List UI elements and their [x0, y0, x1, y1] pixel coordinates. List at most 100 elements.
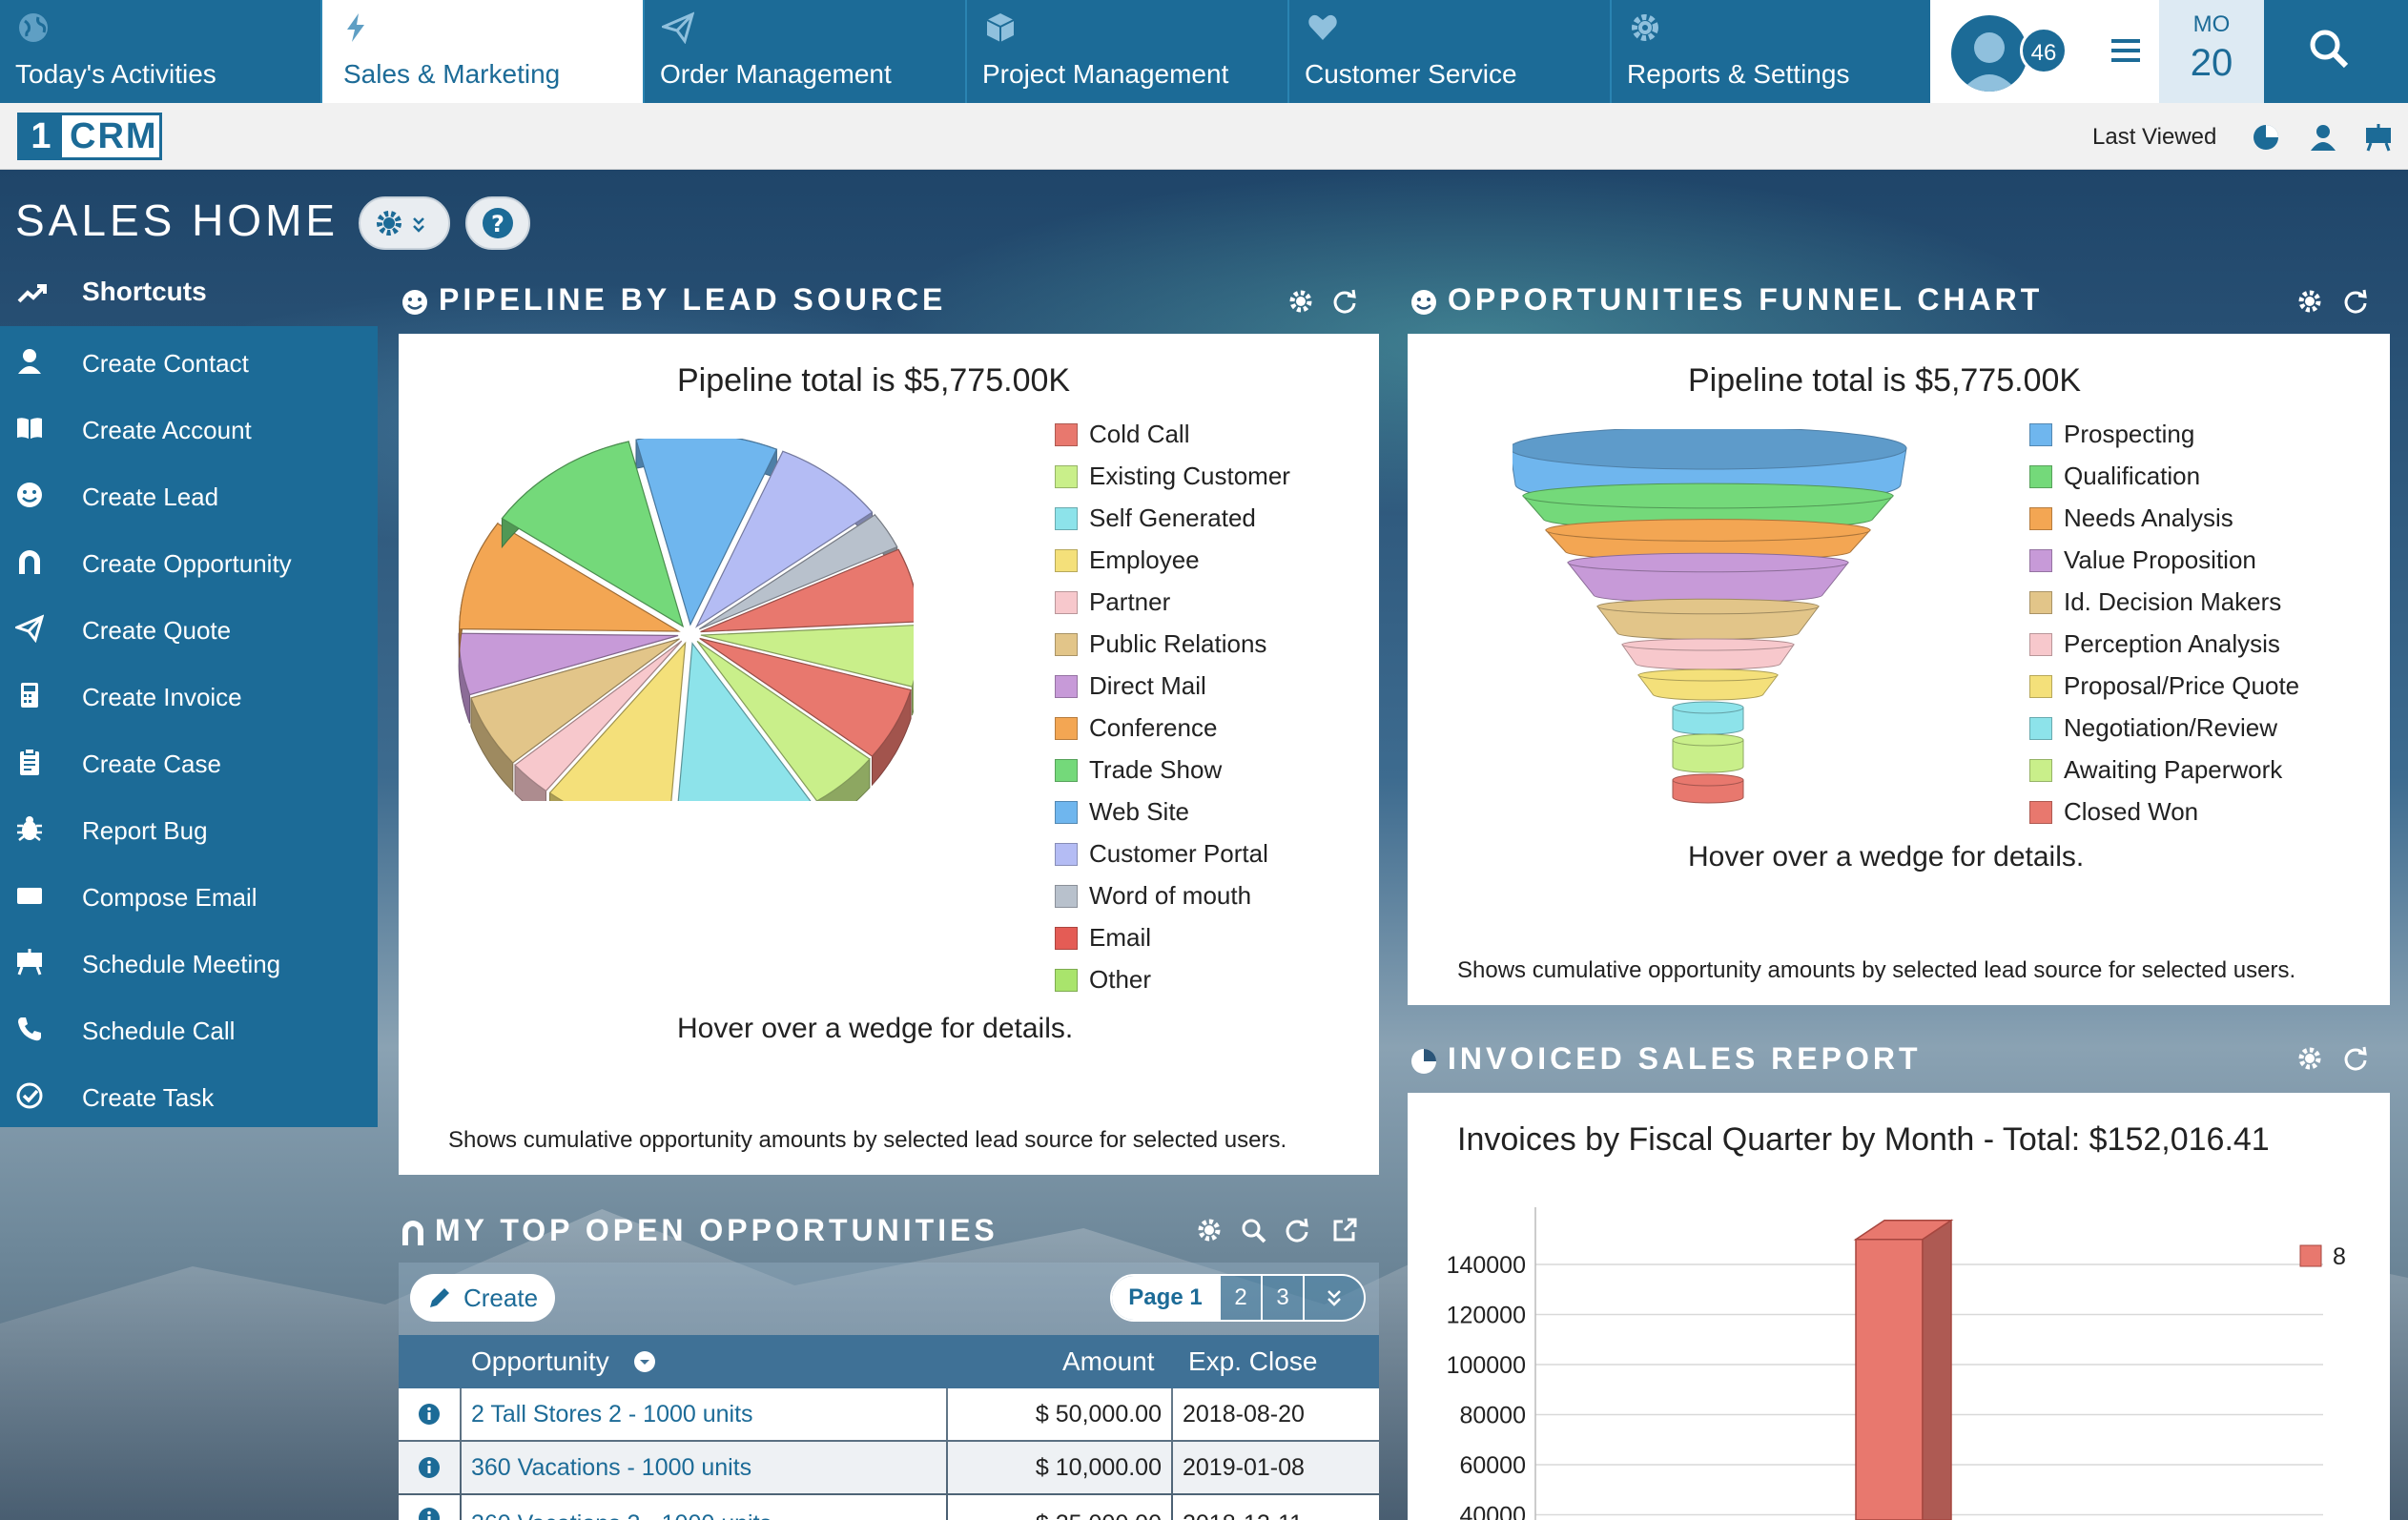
pie-slice[interactable] — [470, 638, 680, 793]
legend-label: Partner — [1089, 587, 1171, 616]
shortcut-schedule-call[interactable]: Schedule Call — [0, 997, 378, 1064]
pie-slice[interactable] — [514, 640, 683, 801]
page-1-button[interactable]: Page 1 — [1112, 1276, 1219, 1320]
invoiced-bar-chart[interactable]: 140000 120000 100000 80000 60000 40000 8 — [1408, 1093, 2390, 1520]
gear-icon[interactable] — [2296, 1045, 2323, 1072]
shortcut-label: Compose Email — [82, 883, 257, 912]
funnel-segment[interactable] — [1621, 638, 1795, 670]
table-row[interactable]: 360 Vacations 2 - 1000 units $ 25,000.00… — [399, 1495, 1379, 1520]
invoiced-dashlet-title[interactable]: INVOICED SALES REPORT — [1410, 1041, 1922, 1077]
tab-sales-marketing[interactable]: Sales & Marketing — [322, 0, 645, 103]
shortcut-create-task[interactable]: Create Task — [0, 1064, 378, 1131]
pie-slice[interactable] — [675, 642, 812, 801]
funnel-segment[interactable] — [1544, 519, 1872, 562]
search-button[interactable] — [2264, 0, 2408, 103]
info-icon[interactable] — [418, 1507, 441, 1520]
info-icon[interactable] — [418, 1403, 441, 1426]
tab-reports-settings[interactable]: Reports & Settings — [1612, 0, 1934, 103]
user-menu[interactable]: 46 — [1930, 0, 2092, 103]
y-tick-label: 60000 — [1459, 1452, 1526, 1479]
table-row[interactable]: 360 Vacations - 1000 units $ 10,000.00 2… — [399, 1442, 1379, 1495]
pie-slice[interactable] — [699, 637, 912, 787]
shortcut-schedule-meeting[interactable]: Schedule Meeting — [0, 931, 378, 997]
opportunity-name-link[interactable]: 360 Vacations - 1000 units — [462, 1442, 946, 1493]
create-opportunity-button[interactable]: Create — [410, 1274, 555, 1322]
smiley-icon — [17, 483, 42, 507]
pie-slice[interactable] — [694, 450, 874, 628]
funnel-segment[interactable] — [1566, 552, 1850, 604]
legend-swatch — [1055, 759, 1078, 782]
gear-icon — [377, 211, 424, 236]
refresh-icon[interactable] — [1284, 1217, 1310, 1243]
magnet-icon — [19, 550, 40, 574]
sort-icon[interactable] — [633, 1350, 656, 1373]
column-exp-close[interactable]: Exp. Close — [1188, 1346, 1318, 1376]
svg-text:?: ? — [491, 211, 504, 237]
shortcuts-header[interactable]: Shortcuts — [0, 267, 378, 326]
table-row[interactable]: 2 Tall Stores 2 - 1000 units $ 50,000.00… — [399, 1388, 1379, 1442]
legend-label: Employee — [1089, 545, 1200, 574]
shortcut-create-invoice[interactable]: Create Invoice — [0, 664, 378, 730]
avatar[interactable] — [1951, 15, 2027, 92]
last-viewed-link[interactable]: Last Viewed — [2092, 124, 2217, 150]
gear-icon[interactable] — [1287, 288, 1314, 315]
refresh-icon[interactable] — [2342, 288, 2369, 315]
easel-icon[interactable] — [2363, 122, 2394, 153]
shortcut-compose-email[interactable]: Compose Email — [0, 864, 378, 931]
shortcut-create-case[interactable]: Create Case — [0, 730, 378, 797]
shortcut-create-contact[interactable]: Create Contact — [0, 330, 378, 397]
funnel-segment[interactable] — [1672, 773, 1744, 804]
page-2-button[interactable]: 2 — [1219, 1276, 1261, 1320]
opportunity-name-link[interactable]: 360 Vacations 2 - 1000 units — [462, 1495, 946, 1520]
column-opportunity[interactable]: Opportunity — [471, 1346, 609, 1376]
tab-customer-service[interactable]: Customer Service — [1289, 0, 1612, 103]
tab-todays-activities[interactable]: Today's Activities — [0, 0, 322, 103]
external-link-icon[interactable] — [1331, 1217, 1358, 1243]
calendar-date-button[interactable]: MO 20 — [2159, 0, 2264, 103]
pie-slice[interactable] — [548, 641, 687, 801]
notification-badge[interactable]: 46 — [2020, 27, 2068, 74]
shortcut-create-account[interactable]: Create Account — [0, 397, 378, 463]
bar[interactable] — [1853, 1219, 1954, 1520]
shortcut-report-bug[interactable]: Report Bug — [0, 797, 378, 864]
info-icon[interactable] — [418, 1456, 441, 1479]
opportunity-name-link[interactable]: 2 Tall Stores 2 - 1000 units — [462, 1388, 946, 1440]
more-pages-button[interactable] — [1303, 1276, 1364, 1320]
pipeline-dashlet-title[interactable]: PIPELINE BY LEAD SOURCE — [401, 282, 946, 318]
page-3-button[interactable]: 3 — [1261, 1276, 1303, 1320]
funnel-chart[interactable] — [1513, 429, 1923, 1135]
funnel-segment[interactable] — [1672, 701, 1744, 735]
shortcut-label: Schedule Meeting — [82, 950, 281, 978]
page-settings-button[interactable] — [359, 196, 450, 250]
tab-project-management[interactable]: Project Management — [967, 0, 1289, 103]
gear-icon[interactable] — [1196, 1217, 1223, 1243]
pie-slice[interactable] — [696, 640, 871, 801]
heart-icon — [1308, 14, 1337, 40]
shortcut-create-opportunity[interactable]: Create Opportunity — [0, 530, 378, 597]
person-icon[interactable] — [2308, 122, 2338, 153]
funnel-dashlet-title[interactable]: OPPORTUNITIES FUNNEL CHART — [1410, 282, 2043, 318]
funnel-segment[interactable] — [1637, 668, 1779, 701]
tab-order-management[interactable]: Order Management — [645, 0, 967, 103]
pie-slice[interactable] — [700, 548, 914, 650]
refresh-icon[interactable] — [1331, 288, 1358, 315]
pie-slice[interactable] — [458, 522, 681, 658]
help-button[interactable]: ? — [465, 196, 530, 250]
pie-slice[interactable] — [700, 625, 914, 716]
funnel-segment[interactable] — [1596, 598, 1820, 640]
hamburger-menu-button[interactable] — [2092, 0, 2159, 103]
pie-slice[interactable] — [501, 441, 685, 628]
refresh-icon[interactable] — [2342, 1045, 2369, 1072]
shortcut-label: Create Invoice — [82, 683, 242, 711]
pipeline-pie-chart[interactable] — [456, 439, 914, 801]
funnel-segment[interactable] — [1672, 733, 1744, 773]
shortcuts-panel: Create Contact Create Account Create Lea… — [0, 326, 378, 1127]
search-icon[interactable] — [1240, 1217, 1266, 1243]
shortcut-create-quote[interactable]: Create Quote — [0, 597, 378, 664]
gear-icon[interactable] — [2296, 288, 2323, 315]
opportunities-dashlet-title[interactable]: MY TOP OPEN OPPORTUNITIES — [401, 1213, 998, 1248]
column-amount[interactable]: Amount — [1062, 1346, 1155, 1376]
app-logo[interactable]: 1 CRM — [17, 113, 162, 160]
shortcut-create-lead[interactable]: Create Lead — [0, 463, 378, 530]
pie-chart-icon[interactable] — [2251, 122, 2281, 153]
